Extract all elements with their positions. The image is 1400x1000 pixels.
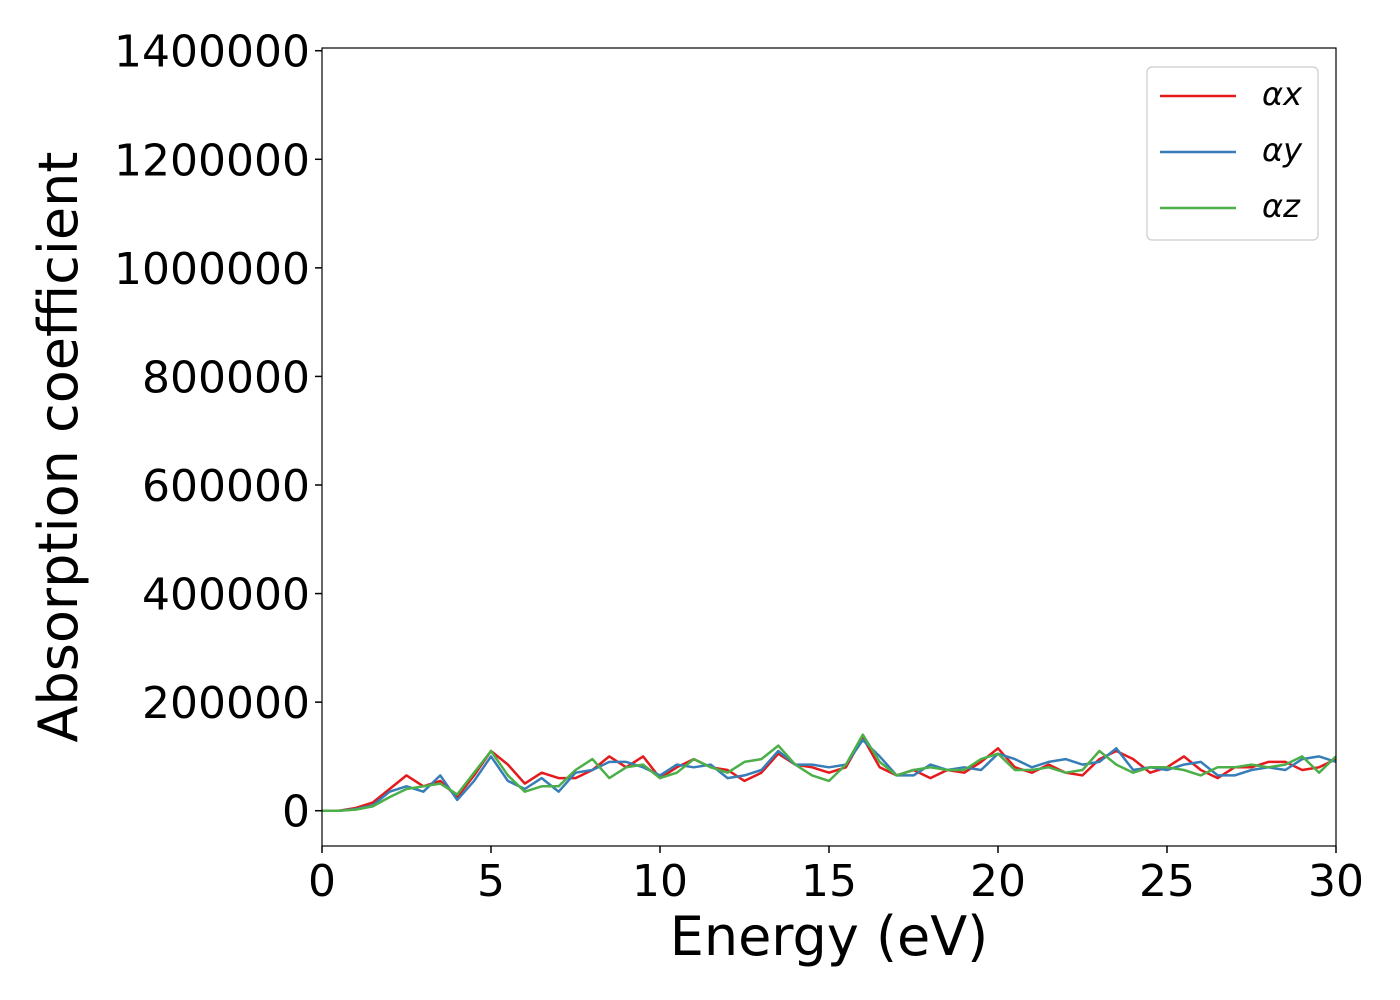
plot-frame bbox=[321, 47, 1337, 847]
x-axis-label: Energy (eV) bbox=[670, 905, 989, 968]
series-line bbox=[322, 738, 1336, 812]
y-tick-label: 800000 bbox=[142, 352, 310, 403]
y-axis-label: Absorption coefficient bbox=[27, 152, 90, 743]
legend-label: αz bbox=[1262, 187, 1301, 225]
x-tick-label: 30 bbox=[1308, 856, 1364, 907]
y-tick-label: 600000 bbox=[142, 461, 310, 512]
x-tick-label: 25 bbox=[1139, 856, 1195, 907]
y-tick-label: 1000000 bbox=[114, 244, 310, 295]
x-tick-label: 15 bbox=[801, 856, 857, 907]
y-tick-label: 400000 bbox=[142, 570, 310, 621]
y-tick-label: 0 bbox=[282, 787, 310, 838]
series-line bbox=[322, 733, 1336, 812]
legend-label: αy bbox=[1262, 131, 1303, 169]
y-tick-label: 1400000 bbox=[114, 27, 310, 78]
y-tick-label: 1200000 bbox=[114, 135, 310, 186]
x-tick-label: 10 bbox=[632, 856, 688, 907]
x-tick-label: 20 bbox=[970, 856, 1026, 907]
y-tick-label: 200000 bbox=[142, 678, 310, 729]
legend-label: αx bbox=[1262, 75, 1303, 113]
legend-box bbox=[1146, 66, 1319, 241]
x-tick-label: 0 bbox=[308, 856, 336, 907]
x-tick-label: 5 bbox=[477, 856, 505, 907]
